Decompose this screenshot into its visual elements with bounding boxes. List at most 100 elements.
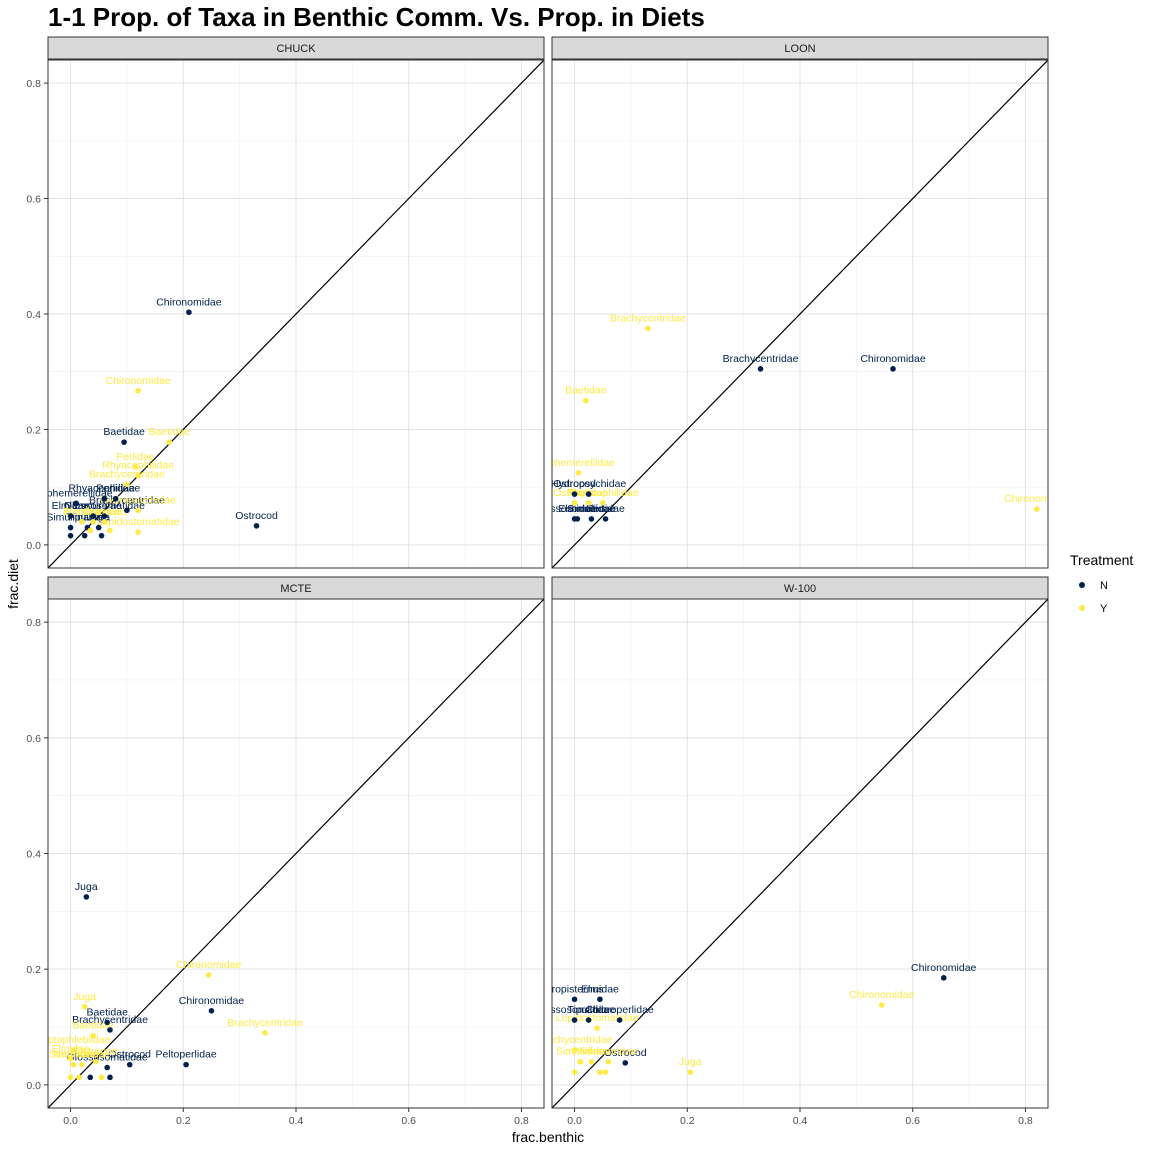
point-label: Juga bbox=[75, 881, 98, 893]
data-point-n bbox=[107, 1074, 113, 1081]
data-point-y bbox=[605, 1058, 612, 1065]
data-point-y bbox=[135, 507, 141, 514]
data-point-y bbox=[599, 499, 606, 506]
point-label: Simuliidae bbox=[556, 1046, 605, 1058]
y-tick-label: 0.4 bbox=[26, 849, 41, 861]
data-point-y bbox=[166, 439, 172, 445]
data-point-n bbox=[104, 1019, 110, 1026]
data-point-y bbox=[262, 1030, 268, 1036]
data-point-y bbox=[70, 1047, 77, 1053]
x-tick-label: 0.2 bbox=[176, 1115, 191, 1127]
y-tick-label: 0.6 bbox=[26, 733, 41, 745]
data-point-y bbox=[687, 1069, 693, 1075]
y-tick-label: 0.0 bbox=[26, 540, 41, 552]
point-label: Nemouridae bbox=[53, 1049, 110, 1061]
point-label: Juga bbox=[73, 991, 96, 1003]
x-tick-label: 0.6 bbox=[401, 1115, 416, 1127]
one-to-one-line bbox=[552, 599, 1048, 1108]
one-to-one-line bbox=[552, 60, 1048, 568]
point-label: Lepidostomatidae bbox=[97, 516, 180, 528]
panel-plot-area: Chironomidae Chironomidae Baetidae Baetidae… bbox=[48, 60, 544, 568]
data-point-n bbox=[107, 1027, 113, 1033]
data-point-y bbox=[124, 481, 130, 488]
point-label: Perlidae bbox=[572, 1046, 611, 1058]
point-label: Glossosomatidae bbox=[534, 503, 615, 515]
data-point-n bbox=[95, 524, 102, 531]
y-axis-label: frac.diet bbox=[5, 559, 21, 609]
chart-title: 1-1 Prop. of Taxa in Benthic Comm. Vs. P… bbox=[48, 2, 705, 32]
panel-border bbox=[551, 59, 1049, 569]
data-point-n bbox=[83, 894, 90, 900]
y-tick-label: 0.8 bbox=[26, 617, 41, 629]
data-point-n bbox=[571, 996, 578, 1003]
data-point-y bbox=[132, 464, 139, 470]
panel-plot-area: Juga Chironomidae Juga Chironomidae Brachyce… bbox=[48, 599, 544, 1108]
data-point-n bbox=[940, 975, 947, 981]
data-point-n bbox=[616, 1017, 623, 1023]
data-point-n bbox=[98, 532, 105, 539]
data-point-n bbox=[183, 1061, 189, 1068]
data-point-y bbox=[107, 527, 113, 534]
point-label: Juga bbox=[679, 1056, 702, 1068]
point-label: Brachycentridae bbox=[72, 1014, 148, 1026]
data-point-n bbox=[757, 366, 764, 372]
data-point-n bbox=[890, 366, 896, 372]
facet-panel-chuck: CHUCK Chironomidae Chironomidae Baetidae Bae… bbox=[26, 36, 545, 569]
x-tick-label: 0.8 bbox=[1018, 1115, 1033, 1127]
data-point-n bbox=[585, 1017, 592, 1023]
data-point-y bbox=[135, 529, 141, 536]
point-label: Chironomidae bbox=[176, 959, 242, 971]
axes: frac.diet frac.benthic bbox=[5, 559, 584, 1145]
x-tick-label: 0.4 bbox=[289, 1115, 304, 1127]
point-label: Peltoperlidae bbox=[155, 1049, 216, 1061]
point-label: Brachycentridae bbox=[89, 494, 165, 506]
point-label: Perlidae bbox=[116, 451, 155, 463]
data-point-y bbox=[67, 1074, 74, 1081]
x-tick-label: 0.4 bbox=[793, 1115, 808, 1127]
point-label: Hydropsychidae bbox=[101, 494, 176, 506]
point-label: Chironomidae bbox=[1004, 493, 1070, 505]
panel-plot-area: Brachycentridae Brachycentridae Chironomid… bbox=[534, 60, 1070, 568]
data-point-n bbox=[622, 1060, 629, 1066]
point-label: Baetidae bbox=[148, 426, 190, 438]
point-label: Rhyacophilidae bbox=[68, 483, 140, 495]
data-point-y bbox=[588, 1058, 595, 1065]
data-point-n bbox=[121, 439, 127, 445]
point-label: Lepidostomatidae bbox=[556, 1012, 639, 1024]
facet-panel-loon: LOON Brachycentridae Brachycentridae Chiron… bbox=[534, 36, 1070, 569]
point-label: Baetidae bbox=[86, 1006, 128, 1018]
legend-label: Y bbox=[1100, 603, 1108, 615]
point-label: Brachycentridae bbox=[89, 468, 165, 480]
y-tick-label: 0.8 bbox=[26, 78, 41, 90]
y-tick-label: 0.2 bbox=[26, 964, 41, 976]
point-label: Perlidae bbox=[586, 503, 625, 515]
point-label: Ostrocod bbox=[604, 1047, 647, 1059]
legend-label: N bbox=[1100, 580, 1108, 592]
data-point-n bbox=[588, 516, 595, 522]
data-point-n bbox=[87, 1074, 94, 1081]
facet-strip-label: CHUCK bbox=[276, 43, 316, 55]
point-label: Elmidae bbox=[581, 983, 619, 995]
legend-key-y bbox=[1079, 605, 1085, 611]
point-label: Baetidae bbox=[565, 385, 607, 397]
point-label: Elmidae bbox=[52, 500, 90, 512]
x-tick-label: 0.0 bbox=[63, 1115, 78, 1127]
data-point-n bbox=[574, 516, 581, 522]
data-point-y bbox=[577, 1058, 583, 1065]
point-label: Glossosomatidae bbox=[64, 500, 145, 512]
point-label: Chironomidae bbox=[860, 353, 926, 365]
data-point-y bbox=[70, 1061, 77, 1068]
point-label: Baetidae bbox=[103, 426, 145, 438]
data-point-n bbox=[124, 507, 130, 514]
data-point-y bbox=[571, 1069, 578, 1075]
point-label: Chironomidae bbox=[156, 296, 222, 308]
data-point-y bbox=[645, 325, 651, 332]
panel-plot-area: Chironomidae Chironomidae TropisternusElmi… bbox=[552, 599, 1048, 1108]
facet-panel-mcte: MCTE Juga Chironomidae Juga Chironomidae Brac… bbox=[26, 576, 545, 1127]
data-point-n bbox=[90, 513, 96, 519]
data-point-n bbox=[602, 516, 609, 522]
point-label: Simuliidae bbox=[49, 1049, 98, 1061]
data-point-n bbox=[67, 513, 74, 519]
y-tick-label: 0.0 bbox=[26, 1080, 41, 1092]
